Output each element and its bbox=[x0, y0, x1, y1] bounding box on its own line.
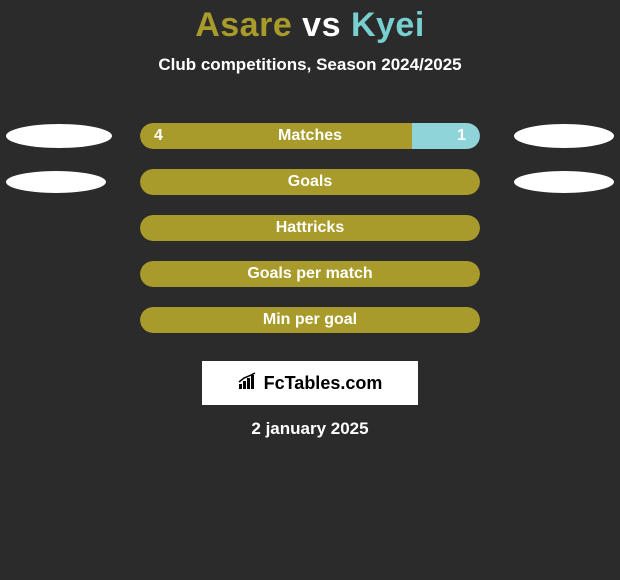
stat-row: Hattricks bbox=[0, 205, 620, 251]
stat-label: Hattricks bbox=[140, 215, 480, 241]
ellipse-left bbox=[6, 171, 106, 193]
chart-icon bbox=[238, 372, 260, 395]
stat-label: Goals per match bbox=[140, 261, 480, 287]
brand-box: FcTables.com bbox=[202, 361, 418, 405]
brand-text: FcTables.com bbox=[264, 373, 383, 394]
stat-row: Goals bbox=[0, 159, 620, 205]
stat-label: Matches bbox=[140, 123, 480, 149]
stat-label: Min per goal bbox=[140, 307, 480, 333]
page-title: Asare vs Kyei bbox=[0, 0, 620, 45]
stat-bar: Goals per match bbox=[140, 261, 480, 287]
stat-bar: Goals bbox=[140, 169, 480, 195]
stat-rows: Matches4 1 Goals Hattricks Goals per match Mi… bbox=[0, 113, 620, 343]
stat-row: Goals per match bbox=[0, 251, 620, 297]
date-text: 2 january 2025 bbox=[0, 419, 620, 439]
stat-label: Goals bbox=[140, 169, 480, 195]
stat-row: Min per goal bbox=[0, 297, 620, 343]
stat-row: Matches4 1 bbox=[0, 113, 620, 159]
container: Asare vs Kyei Club competitions, Season … bbox=[0, 0, 620, 580]
stat-bar: Hattricks bbox=[140, 215, 480, 241]
vs-text: vs bbox=[292, 6, 351, 44]
ellipse-left bbox=[6, 124, 112, 148]
ellipse-right bbox=[514, 124, 614, 148]
player2-name: Kyei bbox=[351, 6, 425, 44]
value-right: 1 bbox=[457, 123, 466, 149]
stat-bar: Min per goal bbox=[140, 307, 480, 333]
player1-name: Asare bbox=[195, 6, 292, 44]
subtitle: Club competitions, Season 2024/2025 bbox=[0, 55, 620, 75]
stat-bar: Matches4 1 bbox=[140, 123, 480, 149]
ellipse-right bbox=[514, 171, 614, 193]
value-left: 4 bbox=[154, 123, 163, 149]
